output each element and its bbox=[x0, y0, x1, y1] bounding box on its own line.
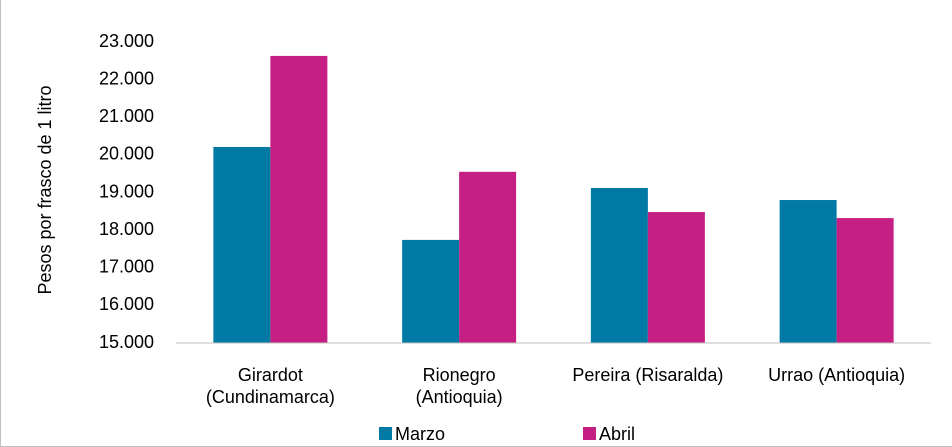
y-tick-label: 18.000 bbox=[99, 219, 154, 239]
bar bbox=[836, 218, 894, 343]
bar bbox=[402, 239, 460, 343]
y-axis-label: Pesos por frasco de 1 litro bbox=[35, 85, 55, 294]
x-tick-label: Pereira (Risaralda) bbox=[572, 365, 724, 385]
y-tick-label: 21.000 bbox=[99, 106, 154, 126]
x-tick-label: Girardot (Cundinamarca) bbox=[205, 365, 335, 407]
x-tick-label: Rionegro (Antioquia) bbox=[415, 365, 503, 407]
y-tick-label: 17.000 bbox=[99, 257, 154, 277]
bar bbox=[459, 171, 517, 343]
y-tick-label: 22.000 bbox=[99, 68, 154, 88]
bar bbox=[779, 200, 837, 343]
y-tick-label: 16.000 bbox=[99, 294, 154, 314]
bar bbox=[213, 146, 271, 343]
legend-swatch bbox=[583, 427, 596, 440]
bar bbox=[590, 187, 648, 343]
y-tick-label: 23.000 bbox=[99, 31, 154, 51]
y-tick-label: 15.000 bbox=[99, 332, 154, 352]
bar bbox=[647, 212, 705, 343]
legend-swatch bbox=[379, 427, 392, 440]
y-tick-label: 20.000 bbox=[99, 144, 154, 164]
bar bbox=[270, 55, 328, 343]
y-tick-label: 19.000 bbox=[99, 181, 154, 201]
x-tick-label: Urrao (Antioquia) bbox=[768, 365, 906, 385]
legend-label: Abril bbox=[599, 424, 635, 444]
legend-label: Marzo bbox=[395, 424, 445, 444]
